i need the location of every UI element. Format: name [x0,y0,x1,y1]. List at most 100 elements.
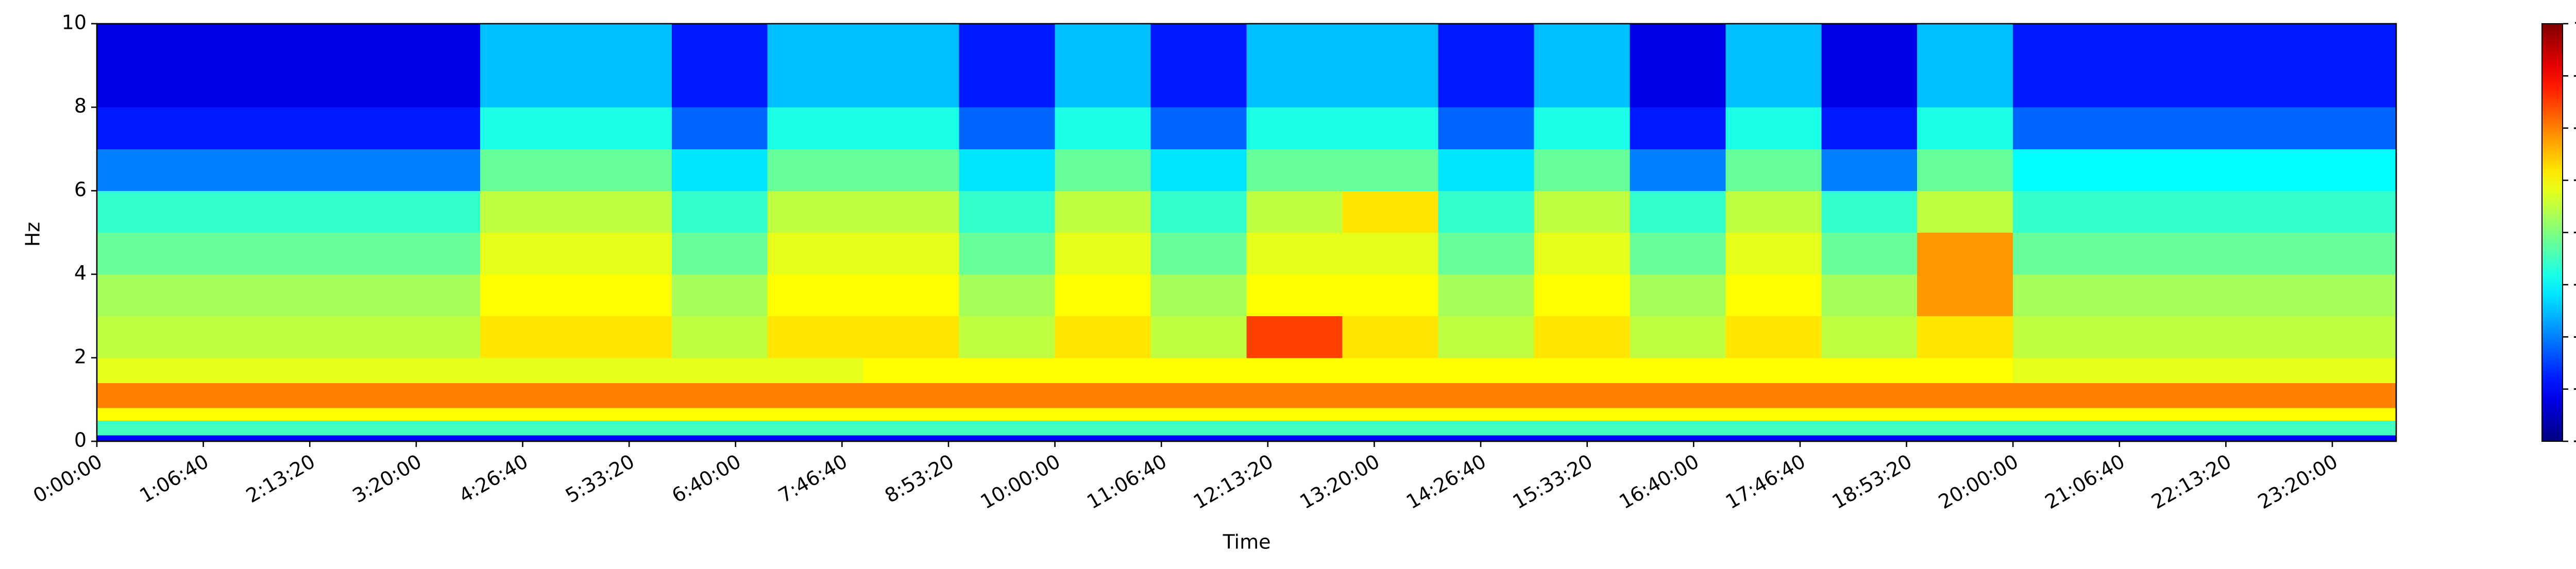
x-tick-label: 12:13:20 [1190,450,1277,513]
heatmap-cell [767,316,864,358]
heatmap-cell [2013,316,2109,358]
heatmap-cell [1438,316,1534,358]
y-tick-label: 2 [74,345,87,368]
heatmap-cell [671,408,768,421]
heatmap-cell [97,24,193,108]
heatmap-cell [2013,357,2109,383]
heatmap-cell [575,232,672,275]
heatmap-cell [2205,24,2301,108]
heatmap-cell [1821,357,1918,383]
heatmap-cell [671,383,768,408]
heatmap-cell [1246,383,1343,408]
heatmap-cell [97,408,193,421]
heatmap-cell [1630,149,1726,191]
heatmap-cell [480,232,577,275]
heatmap-cell [959,357,1056,383]
heatmap-cell [575,383,672,408]
heatmap-cell [480,435,577,442]
heatmap-cell [767,408,864,421]
heatmap-cell [1055,274,1151,317]
heatmap-cell [192,24,289,108]
heatmap-cell [1438,420,1534,436]
heatmap-cell [575,316,672,358]
x-tick-label: 11:06:40 [1083,450,1171,513]
heatmap-cell [1917,232,2013,275]
heatmap-cell [671,316,768,358]
heatmap-cell [1534,435,1630,442]
heatmap-cell [1342,24,1438,108]
heatmap-cell [671,107,768,149]
heatmap-cell [97,316,193,358]
heatmap-cell [1917,149,2013,191]
heatmap-cell [863,408,960,421]
heatmap-cell [1150,107,1247,149]
heatmap-cell [1534,357,1630,383]
heatmap-cell [2013,107,2109,149]
heatmap-cell [1150,420,1247,436]
heatmap-cell [863,274,960,317]
heatmap-cell [1342,435,1438,442]
heatmap-cell [1725,191,1822,233]
heatmap-cell [1630,24,1726,108]
heatmap-cell [480,357,577,383]
heatmap-cell [384,149,481,191]
heatmap-cell [2300,149,2397,191]
heatmap-cell [1246,191,1343,233]
heatmap-cell [2013,435,2109,442]
heatmap-cell [1055,408,1151,421]
heatmap-cell [959,232,1056,275]
heatmap-cell [97,107,193,149]
heatmap-cell [863,24,960,108]
heatmap-cell [1246,274,1343,317]
heatmap-cell [1438,191,1534,233]
x-tick-label: 3:20:00 [349,450,426,507]
heatmap-cell [767,383,864,408]
heatmap-cell [1917,383,2013,408]
heatmap-cell [1534,232,1630,275]
heatmap-cell [1821,107,1918,149]
heatmap-cell [767,274,864,317]
heatmap-cell [97,232,193,275]
heatmap-cell [384,408,481,421]
heatmap-cell [1917,420,2013,436]
heatmap-cell [575,24,672,108]
heatmap-cell [384,107,481,149]
heatmap-cell [384,274,481,317]
heatmap-cell [959,435,1056,442]
heatmap-cell [2300,383,2397,408]
heatmap-cell [959,420,1056,436]
heatmap-cell [1630,274,1726,317]
heatmap-cell [1438,107,1534,149]
heatmap-cell [1534,107,1630,149]
heatmap-cell [384,316,481,358]
heatmap-cell [480,420,577,436]
heatmap-cell [2013,408,2109,421]
x-tick-label: 15:33:20 [1509,450,1597,513]
heatmap-cell [480,408,577,421]
heatmap-cell [1725,316,1822,358]
heatmap-cell [97,420,193,436]
x-tick-label: 21:06:40 [2041,450,2129,513]
heatmap-cell [1630,408,1726,421]
x-tick-label: 7:46:40 [774,450,851,507]
heatmap-cell [1630,435,1726,442]
heatmap-cell [384,24,481,108]
heatmap-cell [959,316,1056,358]
heatmap-cell [1821,316,1918,358]
heatmap-cell [1725,149,1822,191]
colorbar-tick-label: -70 dB [2573,376,2576,399]
colorbar-tick-label: -60 dB [2573,324,2576,347]
heatmap-cell [1055,435,1151,442]
heatmap-cell [288,274,385,317]
heatmap-cell [2300,107,2397,149]
heatmap-cell [2109,274,2205,317]
heatmap-cell [288,24,385,108]
heatmap-cell [863,435,960,442]
heatmap-cell [2300,420,2397,436]
heatmap-cell [2300,408,2397,421]
heatmap-cell [2205,420,2301,436]
heatmap-cell [288,191,385,233]
heatmap-cell [288,435,385,442]
heatmap-cell [97,357,193,383]
